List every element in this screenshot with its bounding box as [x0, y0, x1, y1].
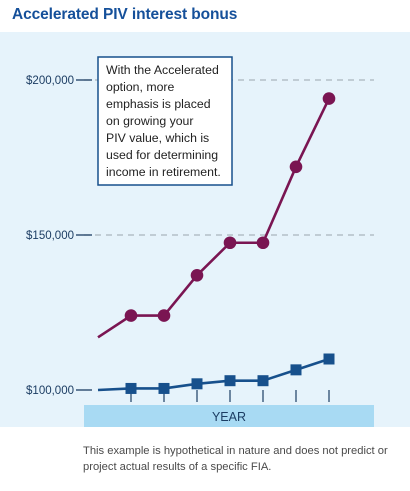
callout-text: With the Accelerated option, more emphas… [106, 63, 222, 179]
chart-title: Accelerated PIV interest bonus [12, 6, 238, 23]
callout-line: on growing your [106, 114, 194, 128]
callout-line: income in retirement. [106, 165, 221, 179]
y-axis-ticks: $100,000 $150,000 $200,000 [26, 75, 92, 397]
data-point-square [290, 364, 302, 376]
data-point-circle [223, 236, 237, 250]
chart-panel: $100,000 $150,000 $200,000 YEAR With the A… [0, 32, 410, 427]
callout-line: emphasis is placed [106, 97, 211, 111]
callout-box: With the Accelerated option, more emphas… [97, 56, 233, 186]
callout-line: With the Accelerated [106, 63, 219, 77]
y-tick-label: $100,000 [26, 385, 74, 397]
data-point-circle [322, 92, 336, 105]
data-point-square [224, 375, 236, 387]
data-point-circle [289, 160, 303, 174]
data-point-square [257, 375, 269, 387]
data-point-circle [190, 269, 204, 282]
data-point-circle [256, 236, 270, 250]
callout-line: option, more [106, 80, 175, 94]
x-axis-band [84, 405, 374, 427]
data-point-square [323, 353, 335, 365]
callout-line: PIV value, which is [106, 131, 209, 145]
data-series [97, 92, 336, 394]
data-point-square [191, 378, 203, 390]
y-tick-label: $200,000 [26, 75, 74, 87]
line-chart: $100,000 $150,000 $200,000 YEAR With the A… [26, 56, 374, 427]
x-axis-label: YEAR [212, 410, 246, 424]
data-point-circle [124, 309, 138, 322]
data-point-square [158, 382, 170, 394]
data-point-circle [157, 309, 171, 322]
data-point-square [125, 382, 137, 394]
y-tick-label: $150,000 [26, 230, 74, 242]
callout-line: used for determining [106, 148, 218, 162]
disclaimer-footnote: This example is hypothetical in nature a… [83, 445, 388, 473]
